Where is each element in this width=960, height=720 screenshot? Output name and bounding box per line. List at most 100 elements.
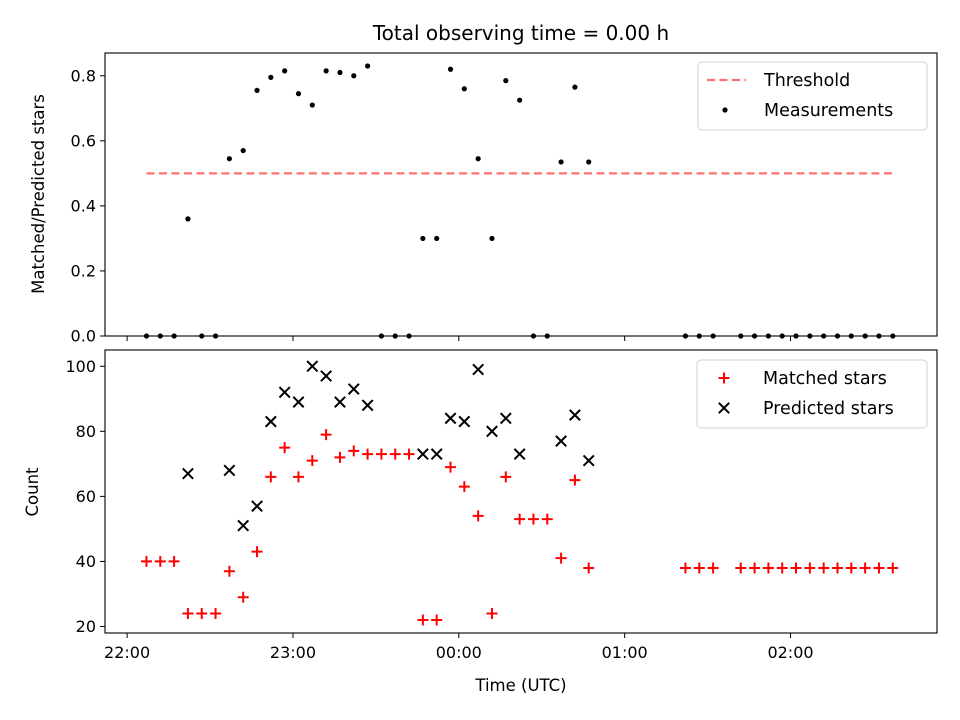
- predicted-star-point: [306, 360, 319, 373]
- measurement-point: [461, 86, 467, 92]
- measurement-point: [586, 159, 592, 165]
- x-tick-label: 00:00: [436, 643, 482, 662]
- matched-star-point: [707, 562, 719, 574]
- matched-star-point: [334, 451, 346, 463]
- matched-star-point: [445, 461, 457, 473]
- matched-star-point: [182, 607, 194, 619]
- predicted-star-point: [582, 454, 595, 467]
- matched-star-point: [251, 546, 263, 558]
- top-y-tick-label: 0.8: [71, 66, 96, 85]
- matched-star-point: [790, 562, 802, 574]
- matched-star-point: [887, 562, 899, 574]
- legend-label: Matched stars: [763, 369, 887, 389]
- measurement-point: [240, 147, 246, 154]
- measurement-point: [295, 91, 302, 97]
- measurement-point: [517, 97, 523, 103]
- predicted-star-point: [347, 383, 360, 395]
- measurement-point: [185, 216, 191, 222]
- predicted-star-point: [264, 415, 277, 428]
- matched-star-point: [762, 562, 774, 574]
- bottom-y-tick-label: 80: [76, 422, 96, 441]
- predicted-star-point: [499, 412, 512, 425]
- legend-predicted-swatch: [718, 402, 730, 414]
- measurement-point: [572, 84, 578, 90]
- predicted-star-point: [182, 467, 194, 480]
- x-tick-label: 01:00: [602, 643, 648, 662]
- matched-star-point: [749, 562, 761, 574]
- legend-label: Predicted stars: [763, 399, 894, 419]
- matched-star-point: [265, 471, 277, 483]
- matched-star-point: [804, 562, 816, 574]
- bottom-y-tick-label: 100: [65, 357, 96, 376]
- predicted-star-point: [458, 415, 471, 428]
- top-legend: Threshold Measurements: [697, 61, 928, 131]
- bottom-axes-frame: [104, 349, 938, 634]
- matched-star-point: [569, 474, 581, 486]
- matched-star-point: [818, 562, 830, 574]
- matched-star-point: [403, 448, 415, 460]
- predicted-star-point: [416, 448, 429, 460]
- matched-star-point: [735, 562, 747, 574]
- matched-star-point: [279, 442, 291, 454]
- measurement-point: [323, 68, 329, 74]
- matched-star-point: [555, 552, 567, 564]
- matched-star-point: [168, 555, 180, 567]
- matched-star-point: [527, 513, 539, 525]
- measurement-point: [351, 73, 357, 79]
- matched-star-point: [845, 562, 857, 574]
- top-axes-frame: [104, 52, 938, 337]
- matched-star-point: [541, 513, 553, 525]
- matched-star-point: [348, 445, 360, 457]
- measurement-point: [337, 69, 343, 76]
- matched-star-point: [831, 562, 843, 574]
- matched-star-point: [859, 562, 871, 574]
- matched-star-point: [679, 562, 691, 574]
- predicted-star-point: [444, 412, 457, 425]
- measurement-point: [434, 235, 440, 242]
- matched-star-point: [306, 455, 318, 467]
- predicted-star-point: [320, 370, 333, 382]
- measurement-point: [282, 68, 288, 74]
- x-tick-label: 23:00: [270, 643, 316, 662]
- matched-star-point: [389, 448, 401, 460]
- measurement-point: [420, 235, 426, 242]
- matched-star-point: [417, 614, 429, 626]
- legend-frame: [697, 61, 928, 131]
- measurement-point: [475, 156, 481, 162]
- legend-measurement-swatch: [722, 107, 728, 113]
- matched-star-point: [292, 471, 304, 483]
- predicted-star-point: [568, 409, 581, 421]
- predicted-star-point: [486, 425, 498, 438]
- legend-matched-swatch: [718, 372, 730, 384]
- top-y-tick-label: 0.6: [71, 131, 96, 150]
- legend-frame: [696, 359, 928, 429]
- bottom-y-axis-label: Count: [23, 467, 42, 517]
- bottom-y-tick-label: 40: [76, 552, 96, 571]
- top-y-tick-label: 0.2: [71, 261, 96, 280]
- measurement-point: [309, 102, 315, 108]
- top-y-tick-label: 0.4: [71, 196, 96, 215]
- matched-star-point: [210, 607, 222, 619]
- measurement-point: [254, 87, 260, 94]
- bottom-legend: Matched stars Predicted stars: [696, 359, 928, 429]
- matched-star-point: [514, 513, 526, 525]
- top-y-axis-label: Matched/Predicted stars: [29, 94, 48, 294]
- predicted-star-point: [237, 519, 250, 532]
- matched-star-point: [873, 562, 885, 574]
- matched-star-point: [362, 448, 374, 460]
- matched-star-point: [320, 429, 332, 441]
- matched-star-point: [375, 448, 387, 460]
- matched-star-point: [472, 510, 484, 522]
- measurement-point: [447, 66, 454, 72]
- matched-star-point: [196, 607, 208, 619]
- top-y-tick-label: 0.0: [71, 327, 96, 346]
- measurement-point: [268, 74, 274, 80]
- matched-star-point: [223, 565, 235, 577]
- matched-star-point: [458, 481, 470, 493]
- predicted-star-point: [555, 435, 567, 447]
- matched-star-point: [583, 562, 595, 574]
- predicted-star-point: [251, 500, 263, 513]
- predicted-star-point: [278, 386, 291, 399]
- matched-star-point: [486, 607, 498, 619]
